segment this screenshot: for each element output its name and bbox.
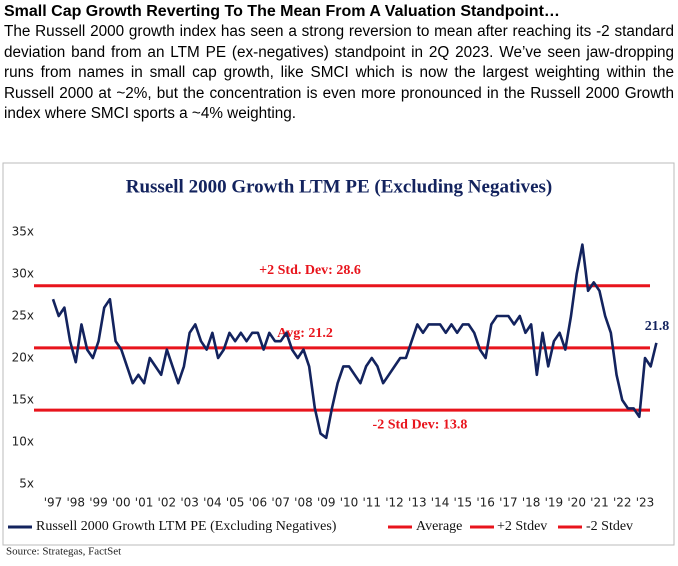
legend-label: Average — [416, 519, 462, 534]
y-tick-label: 5x — [19, 477, 34, 491]
y-tick-label: 15x — [12, 393, 34, 407]
x-tick-label: '01 — [135, 496, 154, 510]
x-tick-label: '04 — [203, 496, 222, 510]
x-tick-label: '16 — [476, 496, 495, 510]
x-tick-label: '07 — [271, 496, 290, 510]
reference-label: +2 Std. Dev: 28.6 — [259, 263, 361, 278]
x-tick-label: '11 — [362, 496, 381, 510]
x-tick-label: '21 — [590, 496, 609, 510]
x-tick-label: '05 — [226, 496, 245, 510]
x-tick-label: '18 — [522, 496, 541, 510]
x-tick-label: '20 — [567, 496, 586, 510]
x-tick-label: '99 — [89, 496, 108, 510]
x-tick-label: '14 — [431, 496, 450, 510]
header-title: Small Cap Growth Reverting To The Mean F… — [4, 3, 560, 20]
header-body: The Russell 2000 growth index has seen a… — [4, 23, 674, 122]
x-tick-label: '09 — [317, 496, 336, 510]
series-line — [51, 243, 658, 440]
x-tick-label: '23 — [636, 496, 655, 510]
x-tick-label: '19 — [545, 496, 564, 510]
x-tick-label: '12 — [385, 496, 404, 510]
x-tick-label: '22 — [613, 496, 632, 510]
reference-label: -2 Std Dev: 13.8 — [373, 417, 468, 432]
x-tick-label: '17 — [499, 496, 518, 510]
y-tick-label: 25x — [12, 309, 34, 323]
x-tick-label: '97 — [44, 496, 63, 510]
x-tick-label: '03 — [180, 496, 199, 510]
y-tick-label: 30x — [12, 267, 34, 281]
header: Small Cap Growth Reverting To The Mean F… — [4, 2, 674, 125]
x-tick-label: '06 — [249, 496, 268, 510]
legend-label: Russell 2000 Growth LTM PE (Excluding Ne… — [36, 519, 337, 534]
reference-label: Avg: 21.2 — [277, 326, 333, 341]
x-tick-label: '13 — [408, 496, 427, 510]
y-tick-label: 10x — [12, 435, 34, 449]
y-tick-label: 35x — [12, 225, 34, 239]
x-tick-label: '10 — [340, 496, 359, 510]
legend-label: -2 Stdev — [586, 519, 633, 534]
x-tick-label: '98 — [66, 496, 85, 510]
y-tick-label: 20x — [12, 351, 34, 365]
chart-frame — [2, 162, 675, 546]
x-tick-label: '08 — [294, 496, 313, 510]
x-tick-label: '15 — [454, 496, 473, 510]
chart-title: Russell 2000 Growth LTM PE (Excluding Ne… — [126, 176, 552, 197]
source: Source: Strategas, FactSet — [6, 546, 121, 558]
end-label: 21.8 — [645, 319, 670, 334]
legend-label: +2 Stdev — [497, 519, 547, 534]
x-tick-label: '00 — [112, 496, 131, 510]
x-tick-label: '02 — [158, 496, 177, 510]
